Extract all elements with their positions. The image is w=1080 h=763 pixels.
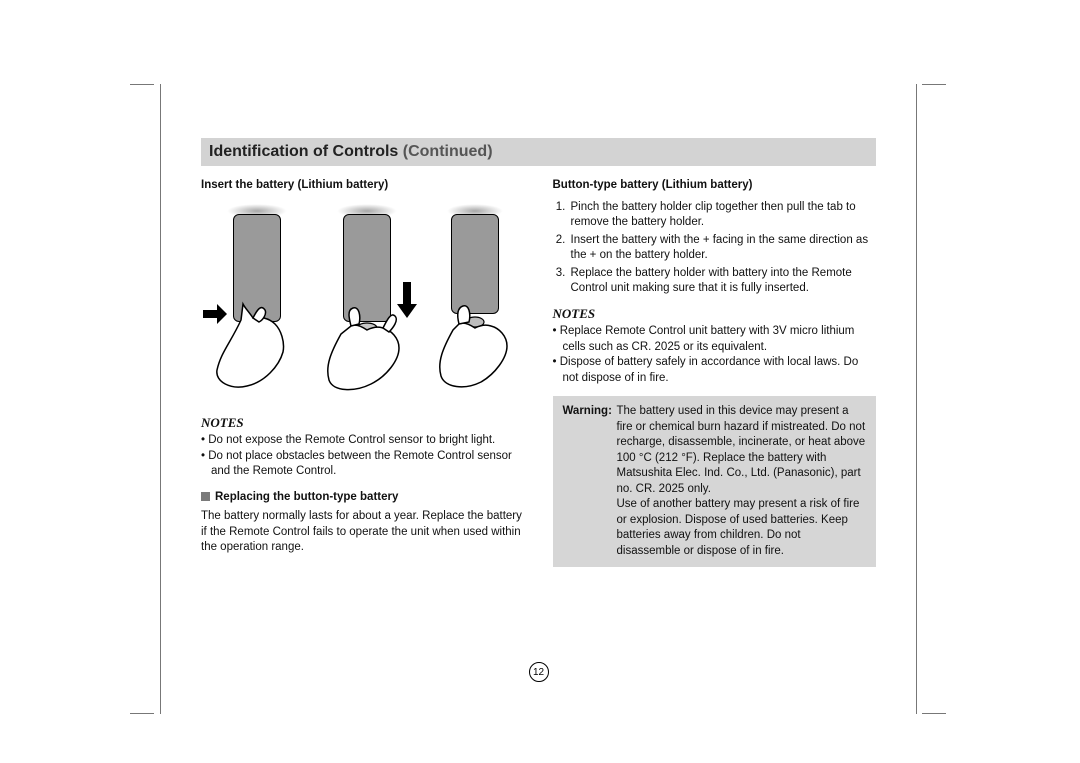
illustration-replace-cover [429,202,519,392]
warning-body: The battery used in this device may pres… [617,404,867,559]
replacing-heading-text: Replacing the button-type battery [215,491,398,503]
content-area: Identification of Controls (Continued) I… [201,138,876,684]
section-title: Identification of Controls [209,143,403,160]
illustration-insert-battery [315,202,415,392]
right-column: Button-type battery (Lithium battery) Pi… [553,178,877,567]
note-item: Replace Remote Control unit battery with… [553,324,877,355]
section-title-continued: (Continued) [403,143,493,160]
manual-page: Identification of Controls (Continued) I… [160,84,917,714]
notes-list-right: Replace Remote Control unit battery with… [553,324,877,386]
step-item: Pinch the battery holder clip together t… [569,200,877,231]
replacing-body: The battery normally lasts for about a y… [201,509,525,556]
page-number-text: 12 [533,667,544,678]
replacing-heading: Replacing the button-type battery [201,490,525,506]
insert-battery-heading: Insert the battery (Lithium battery) [201,178,525,194]
left-column: Insert the battery (Lithium battery) [201,178,525,567]
crop-tick [922,713,946,714]
button-battery-heading: Button-type battery (Lithium battery) [553,178,877,194]
warning-label: Warning: [563,405,612,417]
notes-label-right: NOTES [553,305,877,323]
page-number: 12 [529,662,549,682]
illustration-remove-cover [201,202,301,392]
illustration-row [201,202,525,392]
crop-tick [916,690,917,714]
note-item: Do not expose the Remote Control sensor … [201,433,525,449]
section-title-bar: Identification of Controls (Continued) [201,138,876,166]
note-item: Dispose of battery safely in accordance … [553,355,877,386]
steps-list: Pinch the battery holder clip together t… [553,200,877,297]
warning-box: Warning: The battery used in this device … [553,396,877,567]
crop-tick [130,84,154,85]
crop-tick [916,84,917,108]
crop-tick [160,690,161,714]
notes-list-left: Do not expose the Remote Control sensor … [201,433,525,480]
two-column-layout: Insert the battery (Lithium battery) [201,178,876,567]
crop-tick [130,713,154,714]
step-item: Replace the battery holder with battery … [569,266,877,297]
note-item: Do not place obstacles between the Remot… [201,449,525,480]
notes-label-left: NOTES [201,414,525,432]
step-item: Insert the battery with the + facing in … [569,233,877,264]
crop-tick [922,84,946,85]
crop-tick [160,84,161,108]
square-marker-icon [201,492,210,501]
